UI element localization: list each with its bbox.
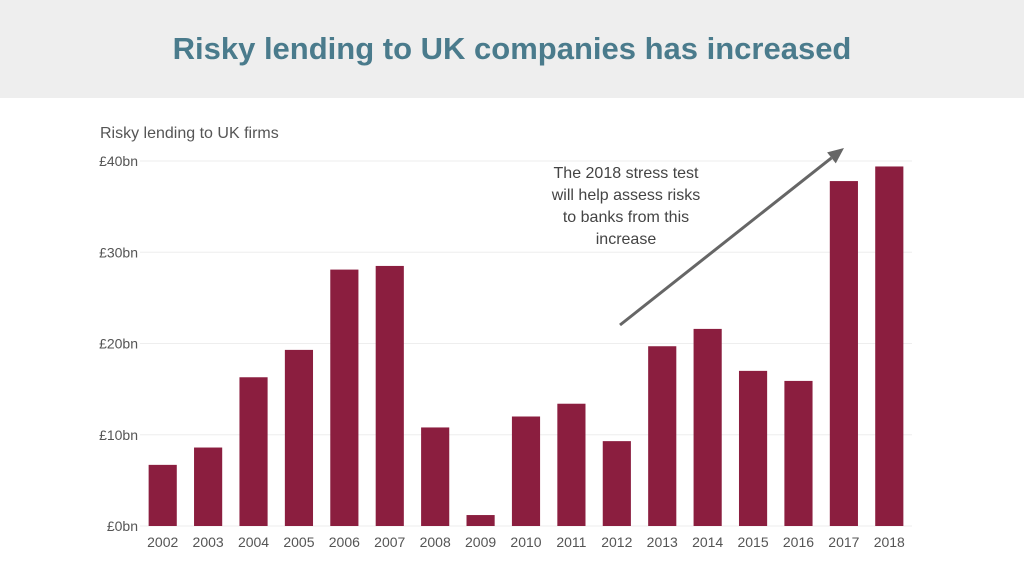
grid-lines <box>140 160 912 527</box>
x-tick-label: 2011 <box>556 534 586 550</box>
bar-2018 <box>875 166 904 526</box>
x-tick-label: 2004 <box>238 534 269 550</box>
bar-2015 <box>738 370 768 526</box>
bar-2010 <box>511 416 541 526</box>
x-tick-label: 2018 <box>874 534 905 550</box>
trend-arrow <box>619 156 833 327</box>
x-tick-label: 2015 <box>737 534 768 550</box>
bar-2011 <box>557 403 586 526</box>
x-tick-label: 2016 <box>783 534 814 550</box>
bar-2005 <box>284 349 314 526</box>
y-tick-label: £0bn <box>107 518 138 534</box>
chart-area: Risky lending to UK firms £0bn £10bn £20bn… <box>0 98 1024 576</box>
x-tick-label: 2002 <box>147 534 178 550</box>
bar-2008 <box>421 427 450 526</box>
annotation-line: to banks from this <box>563 209 689 226</box>
x-tick-label: 2017 <box>828 534 859 550</box>
x-tick-label: 2006 <box>329 534 360 550</box>
bars <box>148 166 904 526</box>
bar-2003 <box>194 447 223 526</box>
x-tick-label: 2014 <box>692 534 723 550</box>
page-title: Risky lending to UK companies has increa… <box>172 31 852 66</box>
bar-2002 <box>148 464 177 526</box>
bar-2013 <box>648 346 677 526</box>
x-tick-label: 2007 <box>374 534 405 550</box>
bar-2006 <box>330 269 359 526</box>
bar-2014 <box>693 328 722 526</box>
chart-title: Risky lending to UK firms <box>100 125 279 142</box>
bar-2004 <box>239 377 268 526</box>
annotation: The 2018 stress test will help assess ris… <box>551 148 844 327</box>
x-tick-label: 2005 <box>283 534 314 550</box>
bar-2009 <box>466 515 495 526</box>
x-axis: 2002 2003 2004 2005 2006 2007 2008 2009 2010 2011… <box>147 534 905 550</box>
header-banner: Risky lending to UK companies has increa… <box>0 0 1024 98</box>
arrow-head <box>827 148 844 164</box>
y-tick-label: £20bn <box>99 336 138 352</box>
x-tick-label: 2009 <box>465 534 496 550</box>
y-axis: £0bn £10bn £20bn £30bn £40bn <box>99 153 138 534</box>
annotation-line: increase <box>596 231 657 248</box>
bar-chart: Risky lending to UK firms £0bn £10bn £20bn… <box>99 125 912 550</box>
y-tick-label: £40bn <box>99 153 138 169</box>
x-tick-label: 2003 <box>193 534 224 550</box>
x-tick-label: 2012 <box>601 534 632 550</box>
x-tick-label: 2010 <box>510 534 541 550</box>
bar-2016 <box>784 380 813 526</box>
bar-2017 <box>829 181 858 526</box>
bar-2012 <box>602 441 631 526</box>
bar-2007 <box>375 265 404 526</box>
annotation-line: will help assess risks <box>551 187 700 204</box>
x-tick-label: 2008 <box>420 534 451 550</box>
y-tick-label: £10bn <box>99 427 138 443</box>
annotation-line: The 2018 stress test <box>554 165 700 182</box>
annotation-text: The 2018 stress test will help assess ris… <box>551 165 700 248</box>
y-tick-label: £30bn <box>99 244 138 260</box>
x-tick-label: 2013 <box>647 534 678 550</box>
